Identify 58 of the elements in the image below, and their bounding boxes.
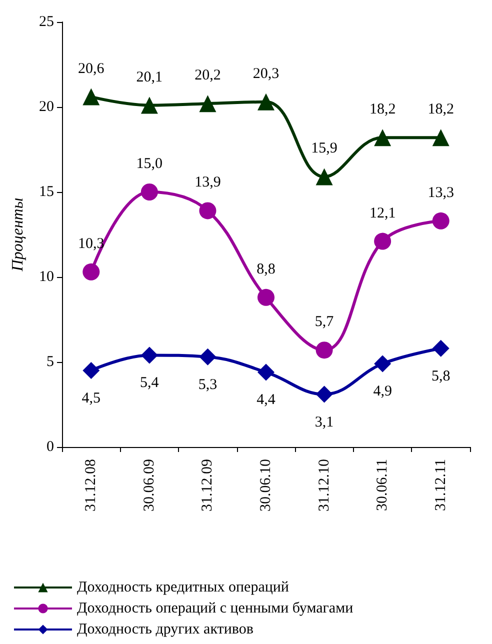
y-tick-label: 20	[39, 99, 54, 115]
data-label: 20,1	[136, 69, 163, 86]
point	[374, 355, 392, 372]
data-label: 20,6	[78, 60, 105, 77]
x-tick-label: 30.06.10	[258, 459, 274, 512]
point	[140, 96, 158, 114]
x-tick-label: 31.12.10	[316, 459, 332, 512]
point	[316, 386, 333, 403]
data-label: 4,4	[256, 392, 276, 408]
legend-label: Доходность кредитных операций	[77, 580, 289, 596]
point	[374, 232, 392, 250]
point	[316, 168, 333, 186]
data-label: 3,1	[314, 414, 334, 430]
point	[432, 129, 450, 146]
data-label: 18,2	[369, 102, 396, 118]
point	[82, 263, 100, 280]
point	[82, 88, 100, 106]
point	[432, 340, 450, 357]
data-label: 20,3	[252, 66, 280, 82]
data-label: 5,4	[140, 375, 160, 392]
point	[199, 202, 216, 220]
point	[140, 184, 158, 200]
point	[199, 348, 216, 366]
point	[258, 364, 274, 381]
point	[374, 129, 392, 146]
y-axis-title: Проценты	[10, 198, 26, 272]
x-tick-label: 31.12.09	[200, 459, 216, 512]
point	[140, 346, 158, 364]
data-label: 13,3	[428, 184, 454, 201]
data-label: 15,9	[311, 140, 338, 157]
y-tick-label: 10	[39, 269, 54, 285]
point	[316, 342, 333, 359]
legend-label: Доходность операций с ценными бумагами	[77, 600, 354, 616]
x-tick-label: 30.06.11	[374, 459, 391, 511]
data-label: 4,5	[82, 390, 101, 406]
point	[258, 288, 274, 306]
y-tick-label: 0	[46, 439, 54, 455]
x-tick-label: 30.06.09	[141, 459, 158, 512]
x-tick-label: 31.12.11	[432, 459, 449, 511]
data-label: 18,2	[428, 102, 454, 118]
y-tick-label: 5	[46, 354, 54, 370]
x-tick-label: 31.12.08	[83, 459, 100, 512]
data-label: 5,7	[314, 314, 334, 330]
legend-label: Доходность других активов	[77, 622, 254, 638]
point	[258, 93, 274, 110]
data-label: 8,8	[256, 261, 276, 278]
data-label: 5,3	[198, 376, 218, 393]
point	[199, 95, 216, 112]
data-label: 20,2	[194, 68, 221, 84]
data-label: 4,9	[373, 384, 392, 400]
data-label: 5,8	[431, 368, 450, 384]
data-label: 12,1	[369, 205, 396, 222]
y-tick-label: 25	[39, 14, 54, 30]
y-tick-label: 15	[39, 184, 54, 200]
point	[82, 362, 100, 379]
point	[432, 212, 450, 230]
data-label: 13,9	[194, 174, 221, 191]
data-label: 15,0	[136, 156, 163, 172]
